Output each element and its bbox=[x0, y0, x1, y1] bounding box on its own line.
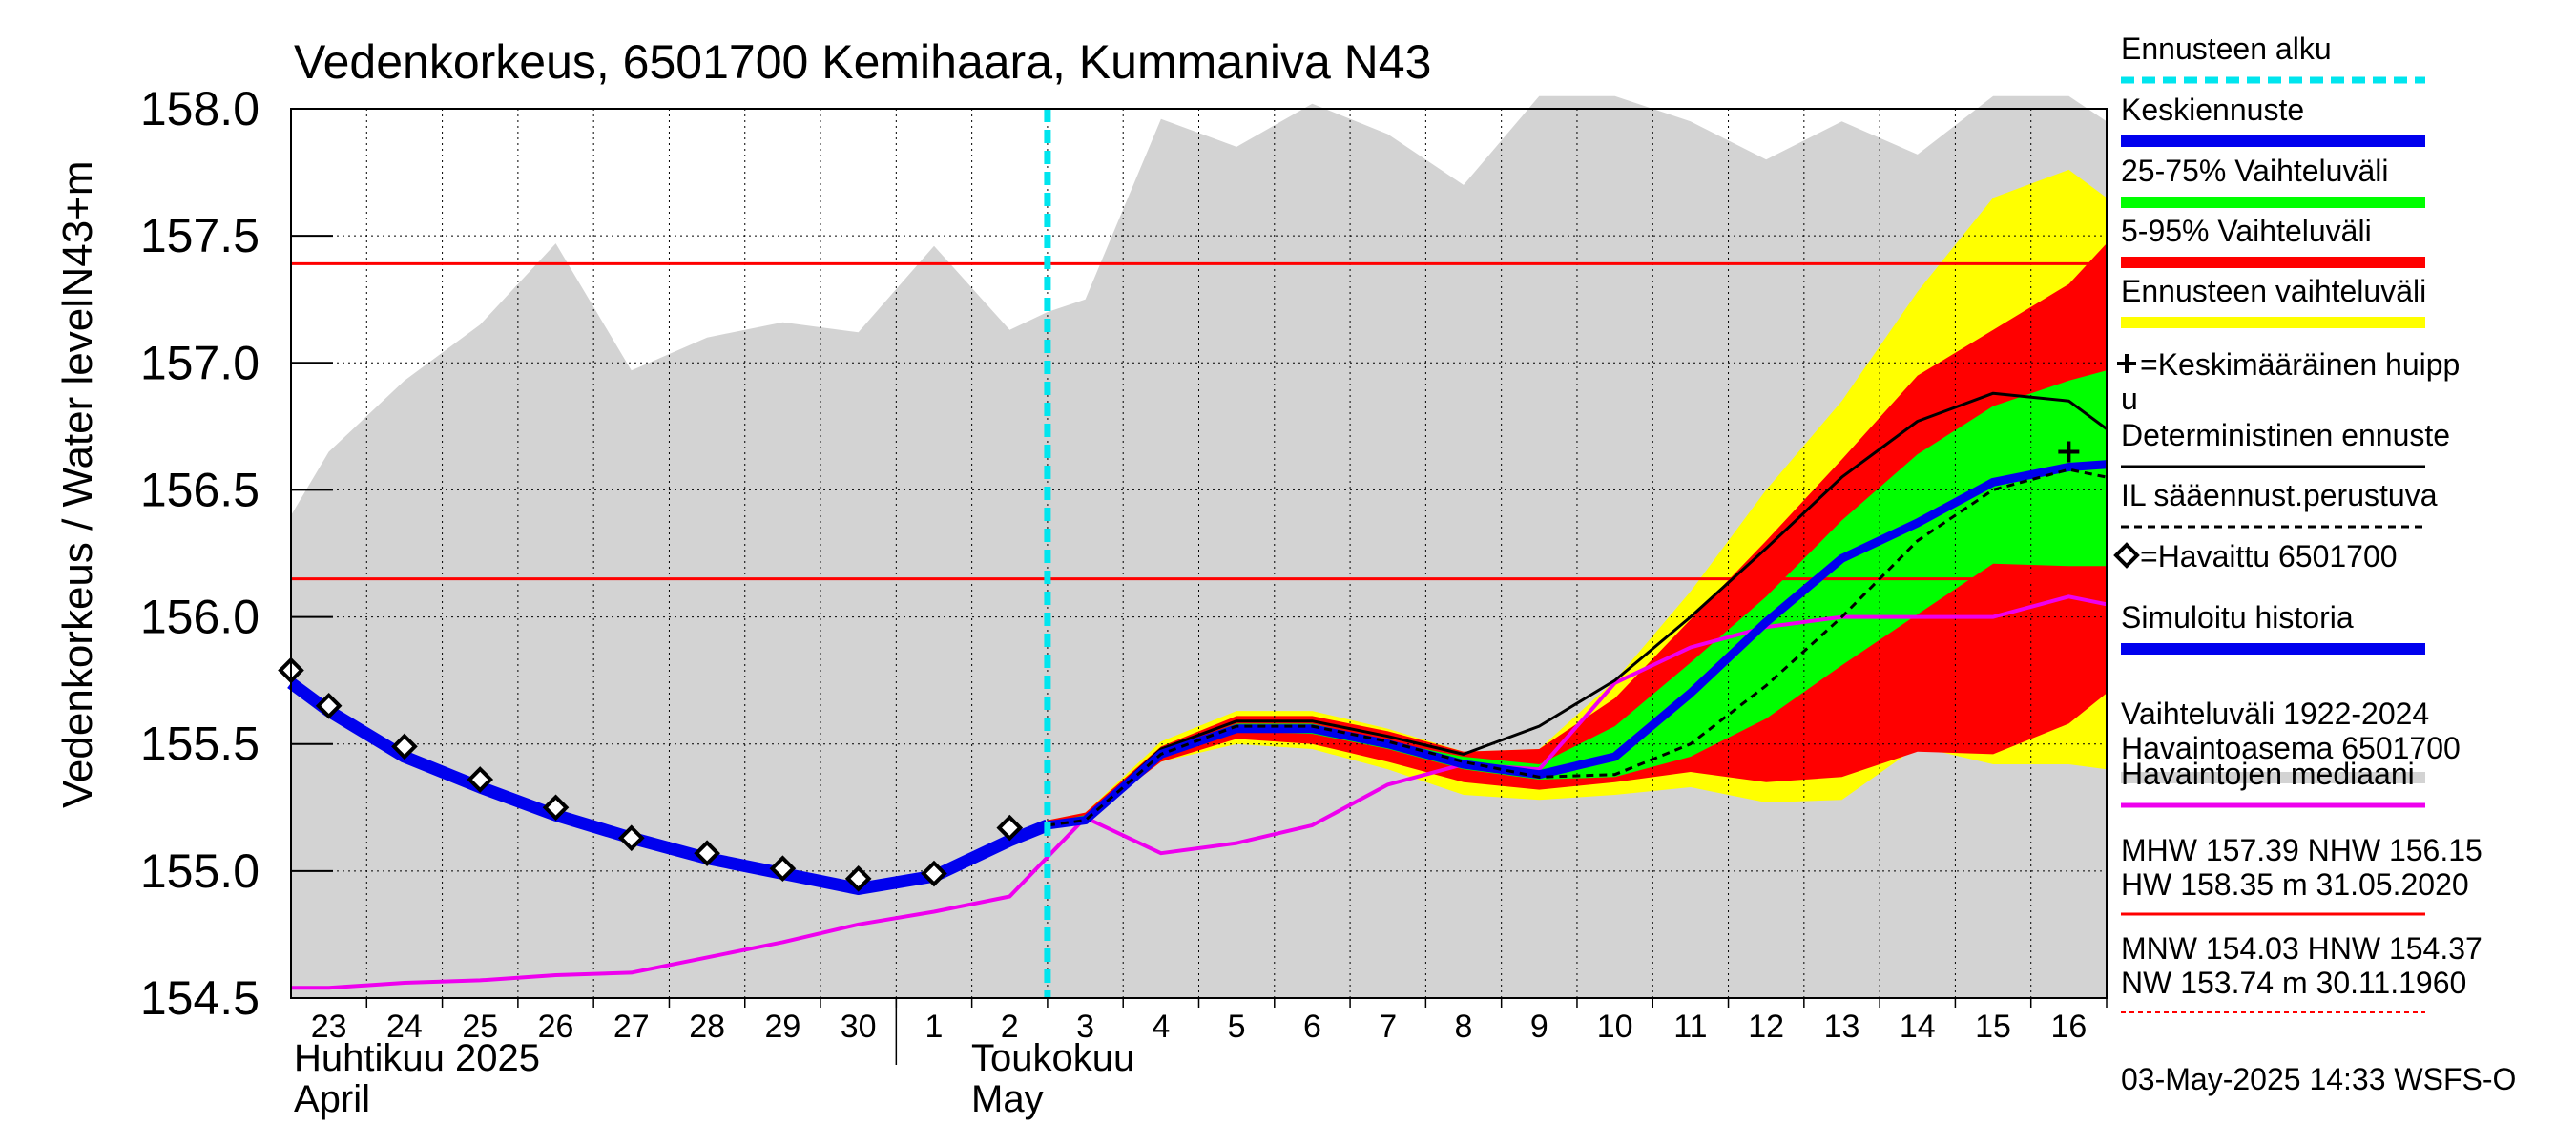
legend-label-ennusteen-vaihteluvali: Ennusteen vaihteluväli bbox=[2121, 274, 2426, 308]
legend-label-vaihtelu-5-95: 5-95% Vaihteluväli bbox=[2121, 214, 2372, 248]
x-tick-label: 3 bbox=[1076, 1009, 1094, 1045]
x-tick-label: 15 bbox=[1975, 1009, 2011, 1045]
legend-label-havaittu: =Havaittu 6501700 bbox=[2140, 539, 2398, 573]
legend-label-vaihteluvali-hist: Vaihteluväli 1922-2024 bbox=[2121, 697, 2429, 731]
observed-point bbox=[391, 733, 418, 760]
legend-marker-havaittu bbox=[2113, 542, 2140, 569]
footer-timestamp: 03-May-2025 14:33 WSFS-O bbox=[2121, 1062, 2516, 1096]
x-tick-label: 25 bbox=[462, 1009, 498, 1045]
x-tick-label: 29 bbox=[764, 1009, 800, 1045]
month-label: Huhtikuu 2025 bbox=[294, 1037, 540, 1079]
x-tick-label: 1 bbox=[925, 1009, 944, 1045]
y-tick-label: 155.5 bbox=[140, 718, 260, 771]
x-tick-label: 6 bbox=[1303, 1009, 1321, 1045]
observed-point bbox=[617, 824, 645, 852]
observed-point bbox=[315, 692, 343, 719]
x-tick-label: 23 bbox=[311, 1009, 347, 1045]
y-tick-label: 156.5 bbox=[140, 463, 260, 516]
legend-label-deterministinen: Deterministinen ennuste bbox=[2121, 418, 2450, 452]
y-axis-unit-label: N43+m bbox=[54, 160, 101, 297]
y-axis-label: Vedenkorkeus / Water level bbox=[54, 299, 101, 808]
legend-label-mnw-line2: NW 153.74 m 30.11.1960 bbox=[2121, 966, 2466, 1000]
month-label-en: May bbox=[971, 1078, 1044, 1120]
observed-point bbox=[844, 865, 872, 892]
observed-point bbox=[769, 855, 797, 883]
y-tick-label: 155.0 bbox=[140, 844, 260, 898]
legend-marker-huippu bbox=[2117, 354, 2136, 373]
month-label-en: April bbox=[294, 1078, 370, 1120]
legend-label-vaihteluvali-hist-line2: Havaintoasema 6501700 bbox=[2121, 731, 2461, 765]
median-line bbox=[291, 594, 2108, 990]
x-tick-label: 28 bbox=[689, 1009, 725, 1045]
x-tick-label: 27 bbox=[613, 1009, 650, 1045]
observed-point bbox=[467, 766, 494, 793]
peak-marker bbox=[2058, 441, 2080, 463]
y-tick-label: 157.0 bbox=[140, 336, 260, 389]
x-tick-label: 16 bbox=[2050, 1009, 2087, 1045]
month-label: Toukokuu bbox=[971, 1037, 1134, 1079]
il-forecast-line bbox=[1047, 468, 2108, 827]
chart-title: Vedenkorkeus, 6501700 Kemihaara, Kummani… bbox=[294, 35, 1431, 89]
legend-label-simuloitu: Simuloitu historia bbox=[2121, 600, 2354, 635]
range-25-75-band bbox=[1047, 370, 2107, 825]
x-tick-label: 8 bbox=[1455, 1009, 1473, 1045]
x-tick-label: 4 bbox=[1152, 1009, 1170, 1045]
y-tick-label: 157.5 bbox=[140, 209, 260, 262]
simulated-history-line bbox=[287, 677, 1050, 895]
legend-label-mnw: MNW 154.03 HNW 154.37 bbox=[2121, 931, 2483, 966]
y-tick-label: 154.5 bbox=[140, 971, 260, 1025]
observed-point bbox=[921, 860, 947, 887]
x-tick-label: 13 bbox=[1824, 1009, 1860, 1045]
x-tick-label: 26 bbox=[538, 1009, 574, 1045]
legend-label-il-saaennuste: IL sääennust.perustuva bbox=[2121, 478, 2438, 512]
legend-label-huippu: =Keskimääräinen huipp bbox=[2140, 347, 2460, 382]
legend-label-huippu-cont: u bbox=[2121, 382, 2138, 416]
x-tick-label: 14 bbox=[1900, 1009, 1936, 1045]
legend-label-keskiennuste: Keskiennuste bbox=[2121, 93, 2304, 127]
legend-label-mhw-line2: HW 158.35 m 31.05.2020 bbox=[2121, 867, 2469, 902]
range-5-95-band bbox=[1047, 243, 2107, 828]
x-tick-label: 24 bbox=[386, 1009, 423, 1045]
x-tick-label: 2 bbox=[1001, 1009, 1019, 1045]
y-tick-label: 158.0 bbox=[140, 82, 260, 135]
legend-label-mediaani: Havaintojen mediaani bbox=[2121, 757, 2415, 791]
x-tick-label: 12 bbox=[1748, 1009, 1784, 1045]
observed-point bbox=[542, 794, 570, 822]
x-tick-label: 11 bbox=[1673, 1009, 1707, 1045]
x-tick-label: 10 bbox=[1597, 1009, 1633, 1045]
legend-label-mhw: MHW 157.39 NHW 156.15 bbox=[2121, 833, 2483, 867]
x-tick-label: 30 bbox=[841, 1009, 877, 1045]
x-tick-label: 7 bbox=[1379, 1009, 1397, 1045]
legend-label-vaihtelu-25-75: 25-75% Vaihteluväli bbox=[2121, 154, 2388, 188]
legend-label-ennusteen-alku: Ennusteen alku bbox=[2121, 31, 2332, 66]
y-tick-label: 156.0 bbox=[140, 591, 260, 644]
x-tick-label: 9 bbox=[1530, 1009, 1548, 1045]
deterministic-forecast-line bbox=[1047, 391, 2108, 827]
x-tick-label: 5 bbox=[1228, 1009, 1246, 1045]
observed-point bbox=[694, 840, 720, 867]
observed-point bbox=[996, 814, 1024, 842]
